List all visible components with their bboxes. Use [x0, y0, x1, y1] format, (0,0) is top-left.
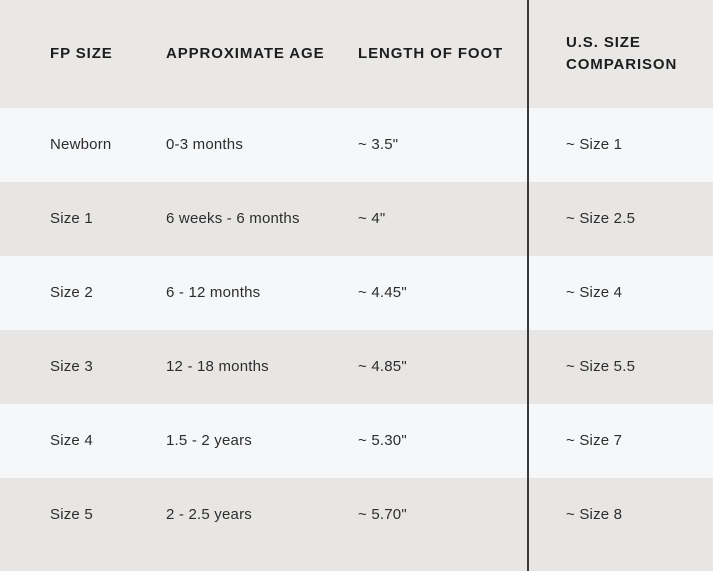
table-row-newborn: Newborn 0-3 months ~ 3.5" ~ Size 1 — [0, 108, 713, 182]
cell-us-size: ~ Size 8 — [566, 506, 623, 523]
cell-foot-length: ~ 4.85" — [358, 358, 407, 375]
header-cell-approximate-age: APPROXIMATE AGE — [166, 45, 325, 62]
cell-fp-size: Size 4 — [50, 432, 93, 449]
cell-fp-size: Size 2 — [50, 284, 93, 301]
cell-foot-length: ~ 5.70" — [358, 506, 407, 523]
table-header-row: FP SIZE APPROXIMATE AGE LENGTH OF FOOT U… — [0, 0, 713, 108]
cell-fp-size: Size 1 — [50, 210, 93, 227]
cell-age: 12 - 18 months — [166, 358, 269, 375]
cell-us-size: ~ Size 5.5 — [566, 358, 636, 375]
cell-us-size: ~ Size 7 — [566, 432, 623, 449]
table-row-size-2: Size 2 6 - 12 months ~ 4.45" ~ Size 4 — [0, 256, 713, 330]
cell-foot-length: ~ 4" — [358, 210, 386, 227]
cell-us-size: ~ Size 1 — [566, 136, 623, 153]
cell-foot-length: ~ 5.30" — [358, 432, 407, 449]
cell-age: 0-3 months — [166, 136, 244, 153]
cell-age: 1.5 - 2 years — [166, 432, 252, 449]
table-row-size-1: Size 1 6 weeks - 6 months ~ 4" ~ Size 2.… — [0, 182, 713, 256]
cell-us-size: ~ Size 4 — [566, 284, 623, 301]
cell-age: 6 weeks - 6 months — [166, 210, 300, 227]
table-row-size-4: Size 4 1.5 - 2 years ~ 5.30" ~ Size 7 — [0, 404, 713, 478]
cell-foot-length: ~ 3.5" — [358, 136, 399, 153]
cell-age: 6 - 12 months — [166, 284, 261, 301]
header-cell-us-size-comparison: U.S. SIZE COMPARISON — [566, 34, 678, 73]
vertical-divider — [527, 0, 529, 571]
cell-foot-length: ~ 4.45" — [358, 284, 407, 301]
cell-fp-size: Size 5 — [50, 506, 93, 523]
cell-us-size: ~ Size 2.5 — [566, 210, 636, 227]
header-cell-length-of-foot: LENGTH OF FOOT — [358, 45, 504, 62]
header-cell-fp-size: FP SIZE — [50, 45, 113, 62]
cell-fp-size: Size 3 — [50, 358, 93, 375]
cell-age: 2 - 2.5 years — [166, 506, 252, 523]
table-row-size-3: Size 3 12 - 18 months ~ 4.85" ~ Size 5.5 — [0, 330, 713, 404]
cell-fp-size: Newborn — [50, 136, 112, 153]
table-row-size-5: Size 5 2 - 2.5 years ~ 5.70" ~ Size 8 — [0, 478, 713, 552]
